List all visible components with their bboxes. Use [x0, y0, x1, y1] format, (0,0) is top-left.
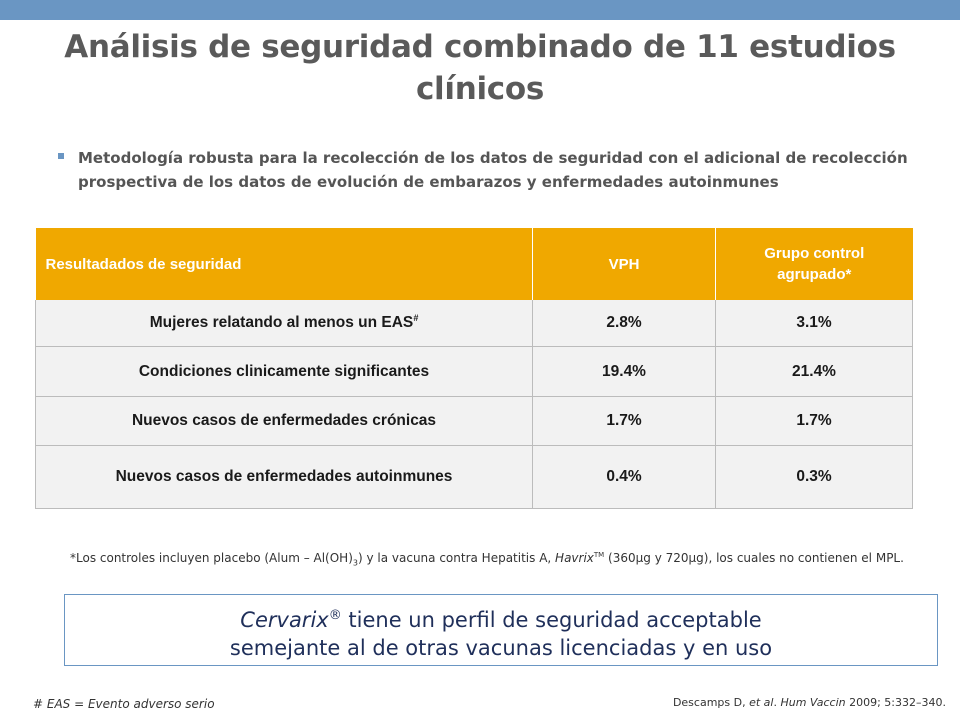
row-label: Mujeres relatando al menos un EAS# [35, 300, 533, 347]
table-row: Condiciones clinicamente significantes 1… [35, 346, 913, 397]
control-value: 21.4% [715, 346, 913, 397]
vph-value: 19.4% [532, 346, 716, 397]
bullet-point: Metodología robusta para la recolección … [58, 146, 918, 194]
row-label: Nuevos casos de enfermedades crónicas [35, 396, 533, 446]
control-value: 1.7% [715, 396, 913, 446]
table-row: Nuevos casos de enfermedades crónicas 1.… [35, 396, 913, 446]
conclusion-line-2: semejante al de otras vacunas licenciada… [229, 636, 773, 660]
page-title: Análisis de seguridad combinado de 11 es… [64, 29, 896, 107]
control-value: 3.1% [715, 300, 913, 347]
table-row: Mujeres relatando al menos un EAS# 2.8% … [35, 300, 913, 347]
conclusion-box: Cervarix® tiene un perfil de seguridad a… [64, 594, 938, 666]
square-bullet-icon [58, 153, 64, 159]
eas-definition: # EAS = Evento adverso serio [33, 697, 215, 711]
vph-value: 0.4% [532, 445, 716, 509]
conclusion-line-1: Cervarix® tiene un perfil de seguridad a… [240, 608, 762, 632]
brand-name: Cervarix [240, 608, 329, 632]
vph-value: 1.7% [532, 396, 716, 446]
citation: Descamps D, et al. Hum Vaccin 2009; 5:33… [672, 696, 946, 709]
control-footnote: *Los controles incluyen placebo (Alum – … [70, 551, 904, 568]
row-label: Condiciones clinicamente significantes [35, 346, 533, 397]
row-label: Nuevos casos de enfermedades autoinmunes [35, 445, 533, 509]
header-control: Grupo control agrupado* [715, 228, 913, 300]
header-vph: VPH [532, 228, 716, 300]
table-header-row: Resultadados de seguridad VPH Grupo cont… [35, 228, 913, 300]
top-bar [0, 0, 960, 20]
vph-value: 2.8% [532, 300, 716, 347]
safety-results-table: Resultadados de seguridad VPH Grupo cont… [35, 228, 913, 509]
table-row: Nuevos casos de enfermedades autoinmunes… [35, 445, 913, 509]
control-value: 0.3% [715, 445, 913, 509]
bullet-text: Metodología robusta para la recolección … [78, 149, 908, 191]
footnote-mark: # [413, 313, 419, 324]
header-results: Resultadados de seguridad [35, 228, 533, 300]
